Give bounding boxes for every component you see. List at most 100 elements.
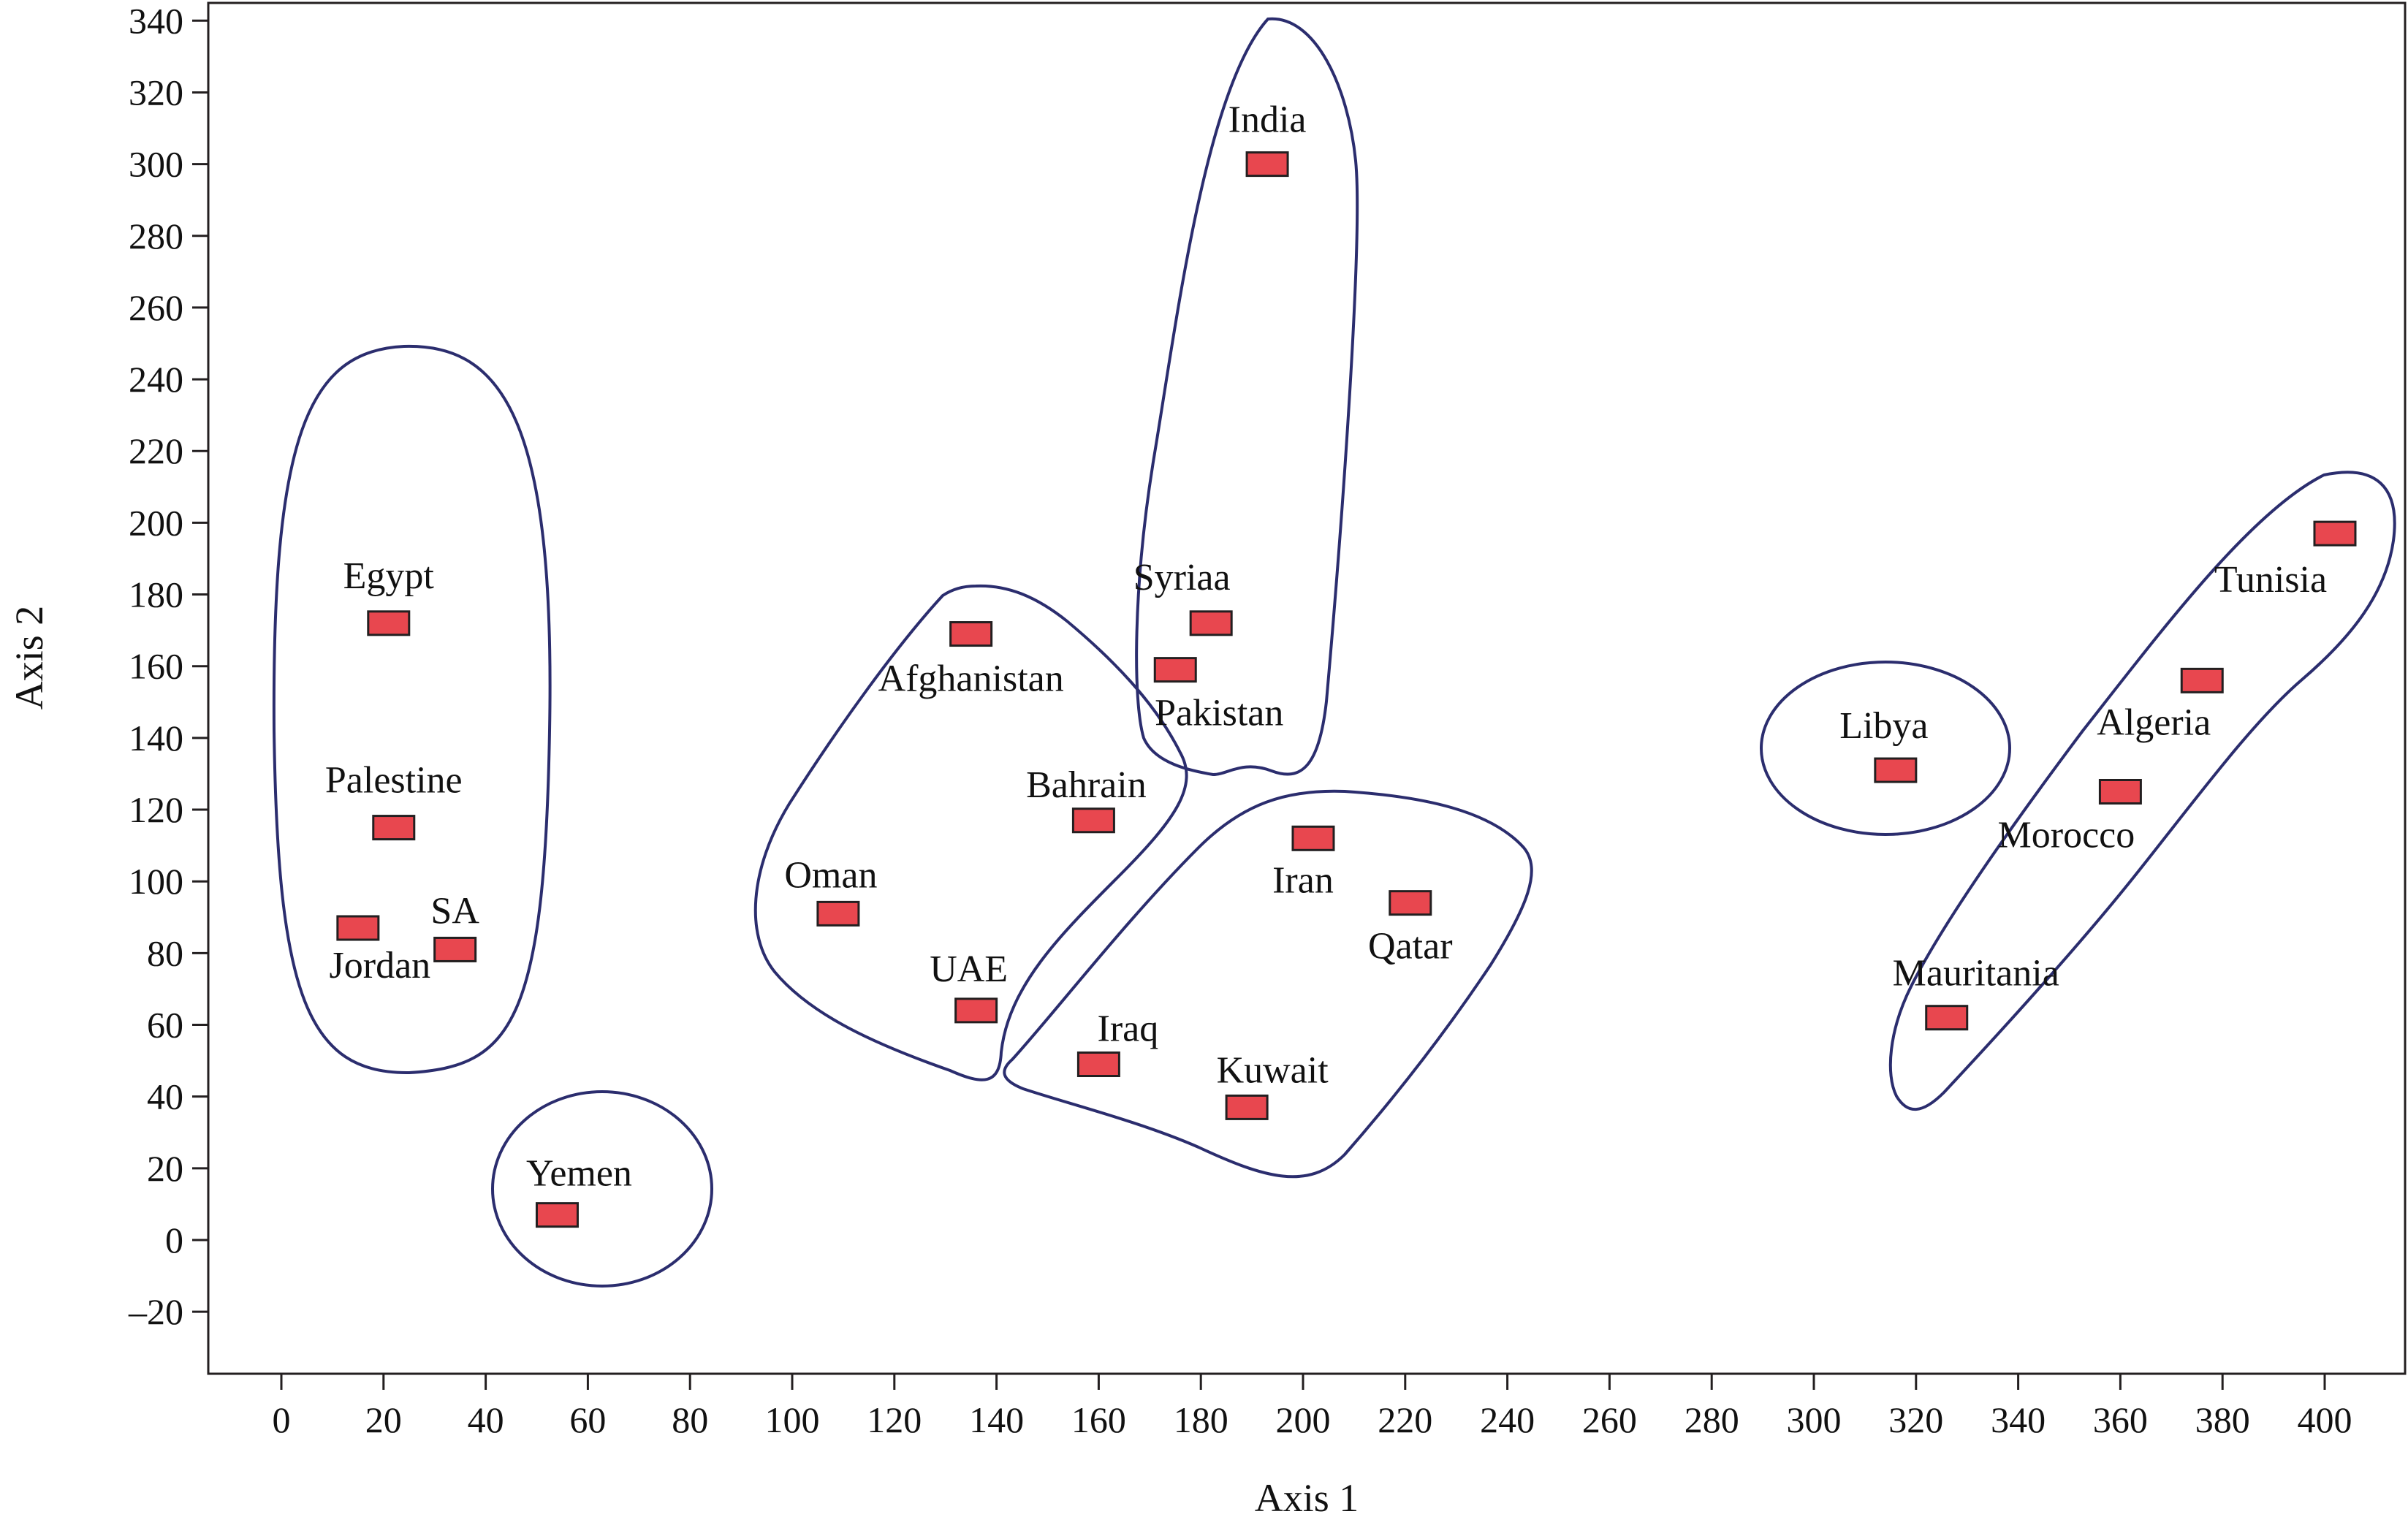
point-label: UAE	[930, 948, 1008, 990]
x-tick-label: 120	[867, 1399, 922, 1440]
point-marker	[1076, 1051, 1120, 1078]
point-marker	[2098, 779, 2142, 805]
point-oman: Oman	[784, 854, 877, 927]
point-label: Syriaa	[1133, 557, 1231, 598]
x-tick-label: 160	[1071, 1399, 1126, 1440]
cluster-outline-yemen	[491, 1090, 713, 1288]
x-tick-label: 280	[1685, 1399, 1739, 1440]
y-tick-label: 160	[129, 646, 183, 687]
cluster-outline-afghanistan-group	[753, 584, 1188, 1081]
x-tick-label: 300	[1787, 1399, 1842, 1440]
point-label: Egypt	[343, 555, 435, 597]
point-label: Yemen	[526, 1153, 632, 1195]
y-tick-label: 120	[129, 789, 183, 830]
point-label: Jordan	[330, 945, 431, 986]
point-mauritania: Mauritania	[1893, 953, 2059, 1031]
x-tick-label: 200	[1276, 1399, 1331, 1440]
cluster-outline-india-group	[1135, 17, 1359, 777]
point-pakistan: Pakistan	[1153, 657, 1283, 734]
y-tick-label: 320	[129, 72, 183, 113]
y-tick-label: 280	[129, 216, 183, 256]
x-tick-label: 180	[1174, 1399, 1228, 1440]
point-afghanistan: Afghanistan	[878, 621, 1064, 700]
point-india: India	[1228, 99, 1307, 178]
point-sa: SA	[430, 890, 479, 962]
y-tick-label: 220	[129, 430, 183, 471]
point-palestine: Palestine	[325, 760, 463, 841]
point-yemen: Yemen	[526, 1153, 632, 1228]
x-tick-label: 60	[569, 1399, 606, 1440]
y-tick-label: 100	[129, 861, 183, 902]
point-label: Algeria	[2097, 701, 2211, 743]
cluster-outline-egypt-group	[272, 344, 552, 1075]
x-tick-label: 100	[765, 1399, 820, 1440]
y-tick-label: 60	[147, 1005, 183, 1046]
point-marker	[2180, 667, 2224, 693]
point-marker	[1189, 610, 1233, 636]
x-tick-label: 400	[2298, 1399, 2352, 1440]
cluster-outline-tunisia-group	[1888, 471, 2396, 1111]
point-uae: UAE	[930, 948, 1008, 1024]
point-morocco: Morocco	[1998, 779, 2142, 856]
point-label: Libya	[1839, 705, 1928, 747]
point-marker	[372, 815, 416, 841]
x-tick-label: 340	[1991, 1399, 2046, 1440]
point-marker	[816, 900, 860, 927]
point-marker	[1245, 151, 1289, 178]
point-marker	[336, 915, 380, 941]
y-axis-title: Axis 2	[7, 606, 51, 710]
point-marker	[1874, 757, 1918, 783]
y-tick-label: 300	[129, 144, 183, 185]
x-tick-label: 320	[1888, 1399, 1943, 1440]
point-label: Tunisia	[2214, 559, 2327, 601]
x-axis: 0 20 40 60 80 100 120 140 160 180 200 220 240 260 280 3…	[208, 1372, 2405, 1440]
y-axis: –20 0 20 40 60 80 100 120 140 160 180 200 220 240 260 2…	[128, 0, 208, 1332]
x-tick-label: 260	[1582, 1399, 1637, 1440]
point-label: Pakistan	[1155, 693, 1283, 734]
x-axis-title: Axis 1	[1255, 1476, 1359, 1520]
point-label: Palestine	[325, 760, 463, 802]
point-syriaa: Syriaa	[1133, 557, 1233, 636]
point-label: Qatar	[1368, 926, 1452, 967]
point-marker	[1291, 825, 1335, 851]
cluster-outline-libya	[1760, 661, 2011, 836]
point-label: SA	[430, 890, 479, 932]
y-tick-label: 200	[129, 502, 183, 543]
point-marker	[367, 610, 411, 636]
point-marker	[1389, 890, 1432, 916]
y-tick-label: 340	[129, 0, 183, 41]
x-tick-label: 80	[672, 1399, 708, 1440]
point-qatar: Qatar	[1368, 890, 1453, 967]
x-tick-label: 360	[2093, 1399, 2148, 1440]
y-tick-label: 180	[129, 574, 183, 615]
x-tick-label: 140	[969, 1399, 1024, 1440]
point-marker	[1153, 657, 1197, 683]
point-label: Mauritania	[1893, 953, 2059, 995]
point-marker	[1225, 1094, 1269, 1120]
cluster-outline-iran-group	[1003, 789, 1533, 1179]
data-points: Egypt Palestine Jordan SA Yemen Afghanistan Ba…	[325, 99, 2357, 1228]
point-egypt: Egypt	[343, 555, 435, 636]
point-kuwait: Kuwait	[1217, 1049, 1329, 1120]
point-label: Kuwait	[1217, 1049, 1329, 1091]
x-tick-label: 40	[468, 1399, 504, 1440]
point-marker	[1071, 807, 1115, 834]
point-tunisia: Tunisia	[2214, 520, 2357, 601]
point-iraq: Iraq	[1076, 1008, 1159, 1078]
x-tick-label: 240	[1480, 1399, 1535, 1440]
point-marker	[2313, 520, 2357, 547]
point-label: Oman	[784, 854, 877, 896]
y-tick-label: 80	[147, 932, 183, 973]
y-tick-label: 140	[129, 718, 183, 758]
point-bahrain: Bahrain	[1026, 764, 1147, 834]
y-tick-label: 260	[129, 287, 183, 328]
point-label: Iraq	[1098, 1008, 1159, 1050]
y-tick-label: 240	[129, 359, 183, 400]
cluster-outlines	[272, 17, 2396, 1288]
y-tick-label: 0	[165, 1220, 183, 1260]
point-marker	[949, 621, 993, 647]
point-jordan: Jordan	[330, 915, 431, 986]
y-tick-label: –20	[128, 1291, 183, 1332]
point-algeria: Algeria	[2097, 667, 2224, 743]
point-label: India	[1228, 99, 1307, 141]
